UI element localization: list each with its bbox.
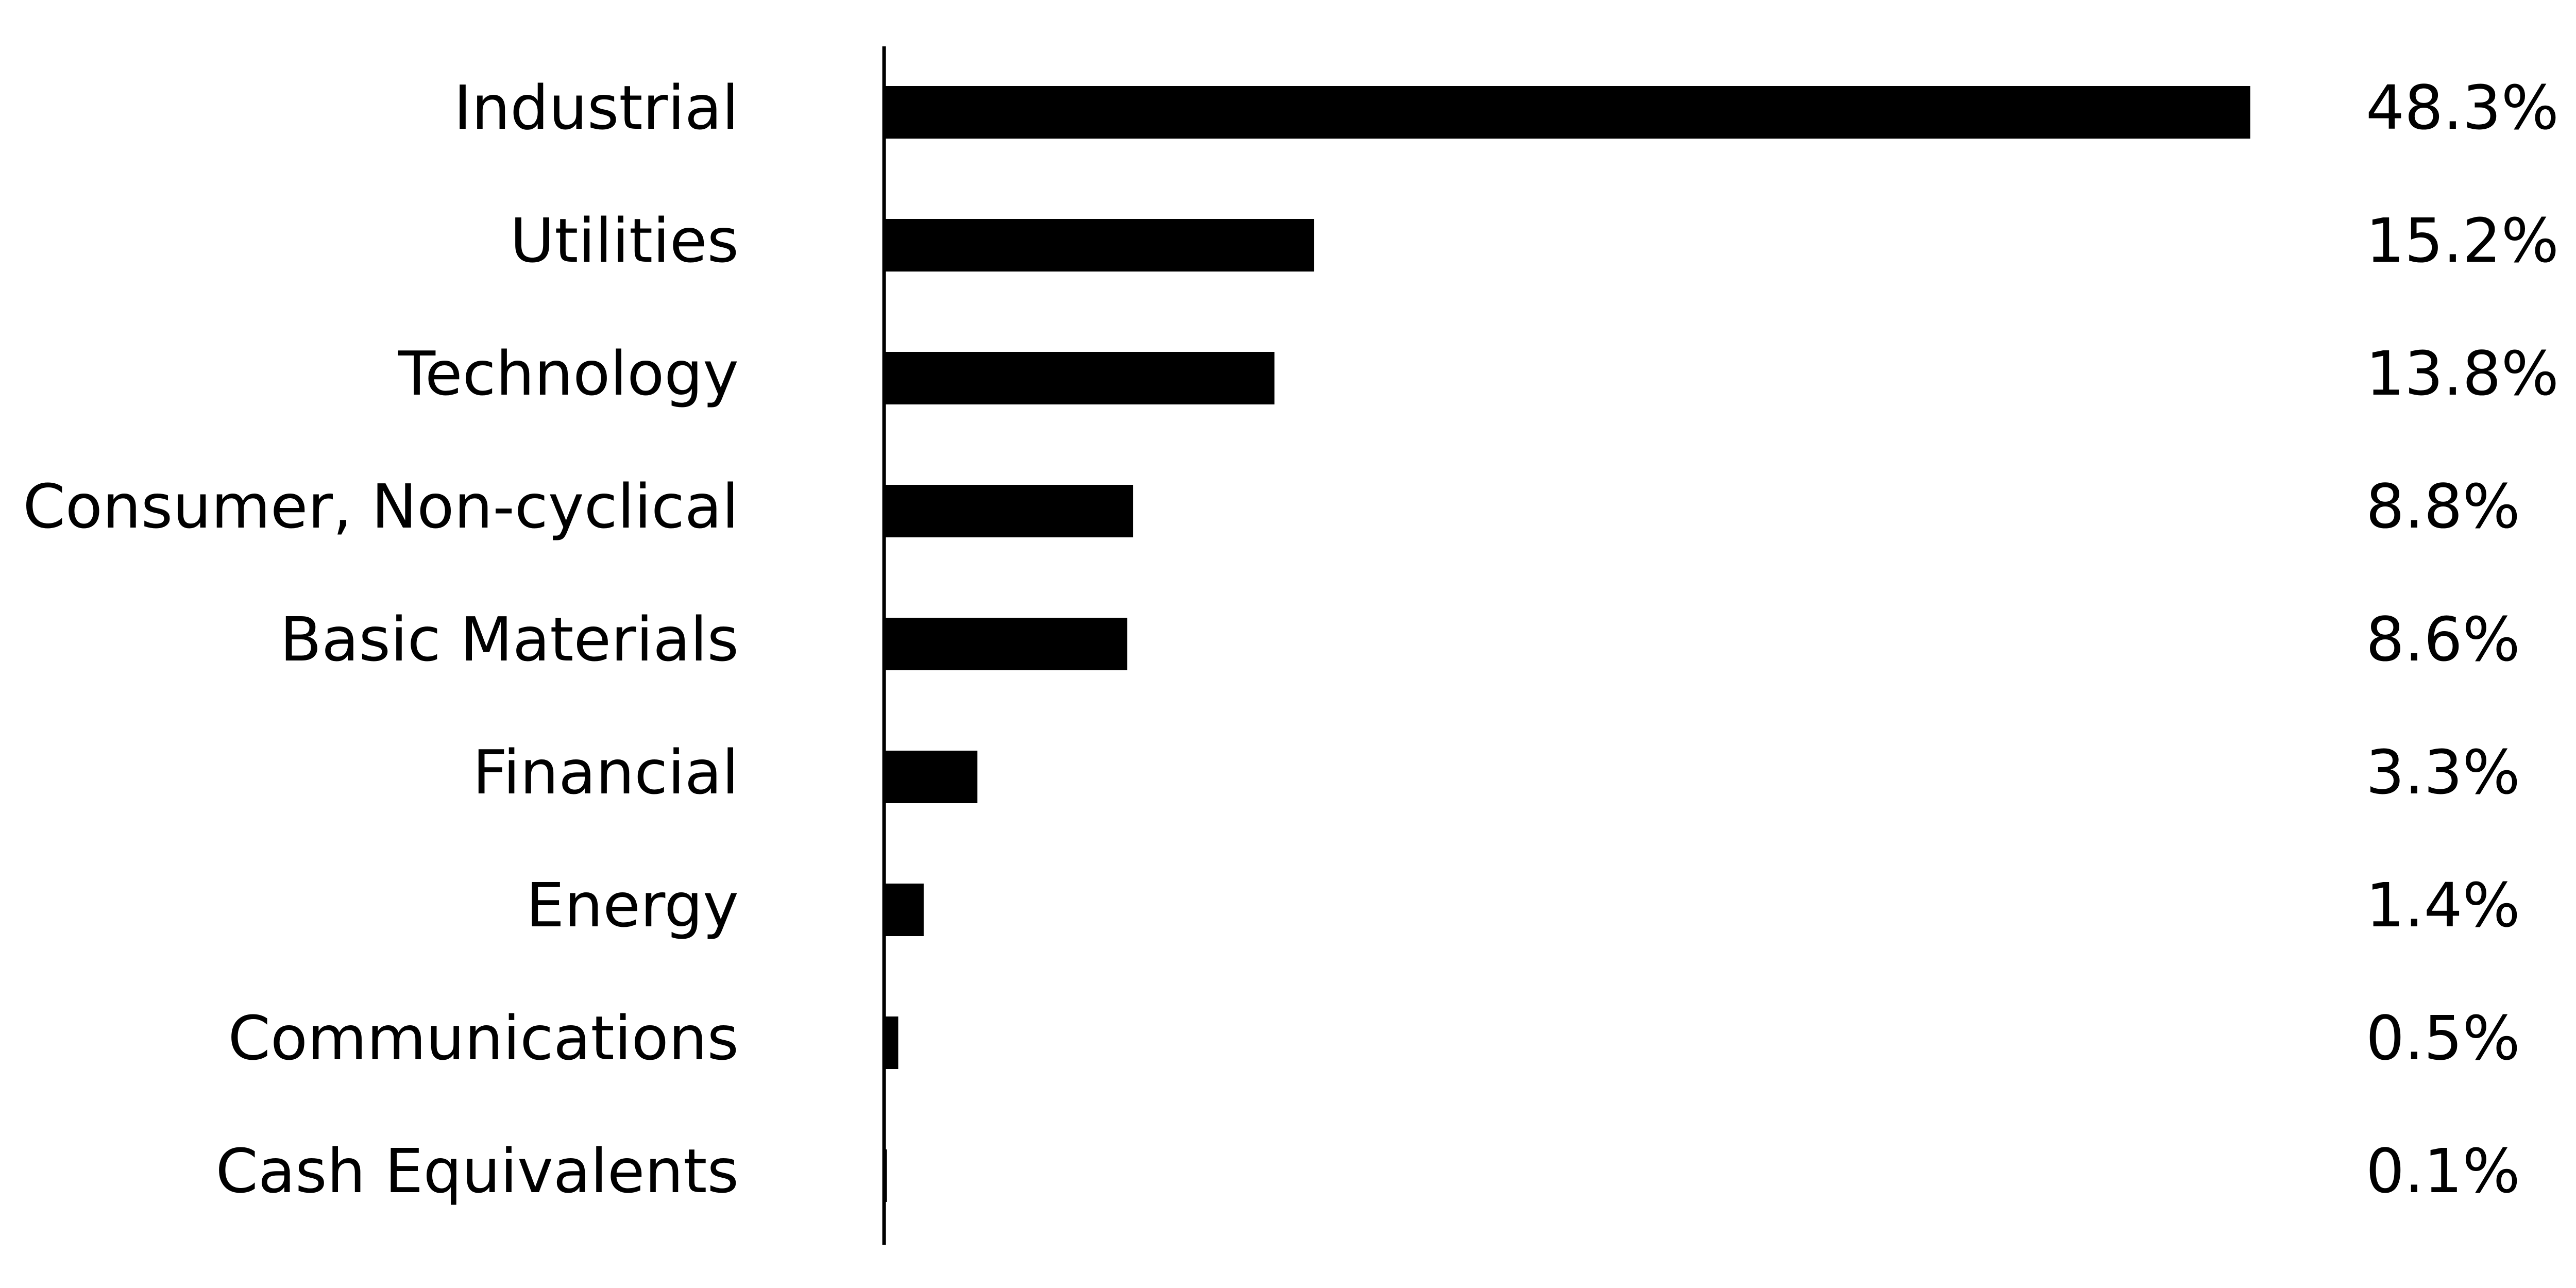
bar [884,219,1314,272]
bar [884,86,2250,139]
bar [884,1016,899,1069]
category-label: Financial [472,737,739,808]
value-label: 1.4% [2366,870,2520,941]
value-label: 15.2% [2366,205,2559,276]
value-label: 8.6% [2366,604,2520,675]
value-label: 0.1% [2366,1136,2520,1207]
category-label: Energy [526,870,739,941]
value-label: 3.3% [2366,737,2520,808]
category-label: Basic Materials [280,604,739,675]
value-label: 0.5% [2366,1003,2520,1074]
category-label: Cash Equivalents [215,1136,739,1207]
value-label: 48.3% [2366,72,2559,143]
bar [884,1149,887,1202]
category-label: Communications [228,1003,739,1074]
bar [884,618,1128,670]
bar [884,352,1275,404]
bar [884,884,924,936]
bar [884,751,978,803]
category-label: Technology [398,338,739,409]
value-label: 13.8% [2366,338,2559,409]
value-label: 8.8% [2366,471,2520,542]
category-label: Industrial [454,72,739,143]
category-label: Utilities [510,205,739,276]
category-label: Consumer, Non-cyclical [23,471,739,542]
bar [884,485,1133,537]
